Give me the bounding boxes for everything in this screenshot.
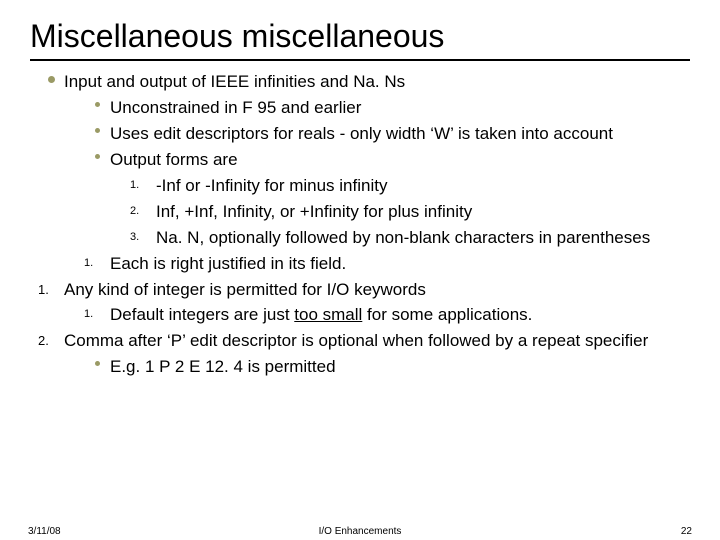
bullet-icon <box>84 149 110 159</box>
list-item: 1. Default integers are just too small f… <box>84 304 690 327</box>
list-item: 1. Each is right justified in its field. <box>84 253 690 276</box>
list-item: E.g. 1 P 2 E 12. 4 is permitted <box>84 356 690 379</box>
num-marker: 1. <box>130 175 156 193</box>
bullet-icon <box>84 123 110 133</box>
item-text: Output forms are <box>110 149 690 172</box>
list-item: 3. Na. N, optionally followed by non-bla… <box>130 227 690 250</box>
item-text: Unconstrained in F 95 and earlier <box>110 97 690 120</box>
title-rule <box>30 59 690 61</box>
list-item: Uses edit descriptors for reals - only w… <box>84 123 690 146</box>
item-text: Input and output of IEEE infinities and … <box>64 71 690 94</box>
slide-title: Miscellaneous miscellaneous <box>30 18 690 55</box>
item-text: Uses edit descriptors for reals - only w… <box>110 123 690 146</box>
bullet-icon <box>84 97 110 107</box>
num-marker: 1. <box>38 279 64 299</box>
underline-text: too small <box>294 305 362 324</box>
bullet-icon <box>84 356 110 366</box>
list-item: Unconstrained in F 95 and earlier <box>84 97 690 120</box>
item-text: Inf, +Inf, Infinity, or +Infinity for pl… <box>156 201 690 224</box>
slide-body: Input and output of IEEE infinities and … <box>30 71 690 379</box>
item-text: Na. N, optionally followed by non-blank … <box>156 227 690 250</box>
num-marker: 3. <box>130 227 156 245</box>
bullet-icon <box>38 71 64 83</box>
item-text: Default integers are just too small for … <box>110 304 690 327</box>
item-text: Any kind of integer is permitted for I/O… <box>64 279 690 302</box>
num-marker: 1. <box>84 253 110 271</box>
item-text: E.g. 1 P 2 E 12. 4 is permitted <box>110 356 690 379</box>
item-text: Each is right justified in its field. <box>110 253 690 276</box>
list-item: 1. -Inf or -Infinity for minus infinity <box>130 175 690 198</box>
footer-page: 22 <box>681 526 692 537</box>
list-item: 2. Inf, +Inf, Infinity, or +Infinity for… <box>130 201 690 224</box>
list-item: 2. Comma after ‘P’ edit descriptor is op… <box>38 330 690 353</box>
list-item: 1. Any kind of integer is permitted for … <box>38 279 690 302</box>
num-marker: 2. <box>130 201 156 219</box>
item-text: Comma after ‘P’ edit descriptor is optio… <box>64 330 690 353</box>
num-marker: 1. <box>84 304 110 322</box>
footer-date: 3/11/08 <box>28 526 61 537</box>
footer-title: I/O Enhancements <box>319 526 402 537</box>
item-text: -Inf or -Infinity for minus infinity <box>156 175 690 198</box>
list-item: Output forms are <box>84 149 690 172</box>
num-marker: 2. <box>38 330 64 350</box>
list-item: Input and output of IEEE infinities and … <box>38 71 690 94</box>
